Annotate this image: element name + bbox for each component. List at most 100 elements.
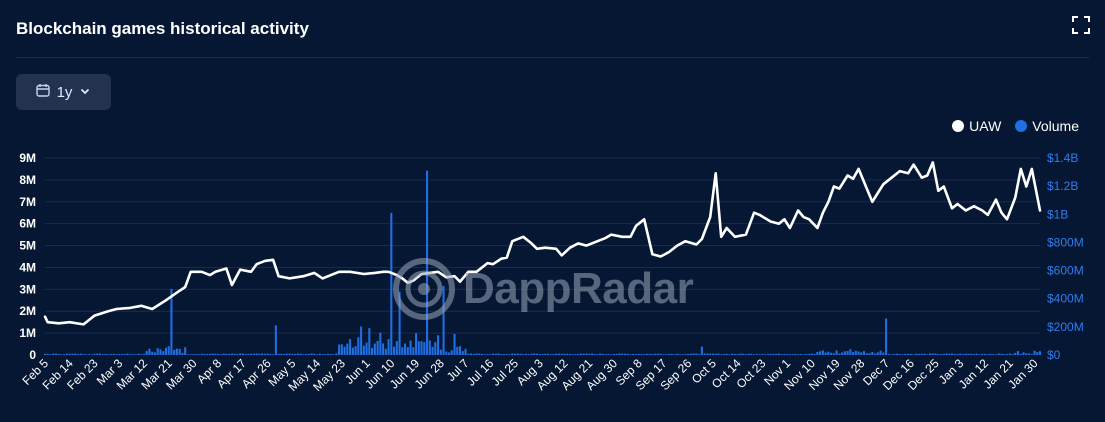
volume-bar	[695, 353, 698, 355]
volume-bar	[365, 342, 368, 355]
volume-bar	[959, 353, 962, 355]
volume-bar	[992, 354, 995, 355]
volume-bar	[689, 353, 692, 355]
volume-bar	[1038, 351, 1042, 355]
legend-item-uaw[interactable]: UAW	[952, 118, 1001, 134]
volume-bar	[964, 353, 967, 355]
volume-bar	[557, 353, 561, 355]
volume-bar	[764, 354, 767, 355]
volume-bar	[222, 353, 225, 355]
volume-bar	[203, 353, 206, 355]
volume-bar	[890, 354, 893, 355]
legend-item-volume[interactable]: Volume	[1015, 118, 1079, 134]
volume-bar	[423, 342, 426, 355]
volume-bar	[810, 353, 813, 355]
volume-bar	[582, 353, 585, 355]
volume-bar	[340, 344, 343, 355]
volume-bar	[643, 354, 646, 355]
volume-bar	[494, 353, 497, 355]
volume-bar	[217, 353, 220, 355]
volume-bar	[398, 291, 401, 355]
volume-bar	[852, 352, 855, 355]
volume-bar	[802, 354, 805, 355]
volume-bar	[43, 353, 47, 355]
volume-bar	[530, 353, 533, 355]
range-selector-button[interactable]: 1y	[16, 74, 111, 110]
volume-bar	[742, 353, 745, 355]
volume-bar	[994, 354, 998, 355]
volume-bar	[601, 354, 605, 355]
volume-bar	[923, 353, 926, 355]
volume-bar	[813, 353, 816, 355]
volume-bar	[406, 347, 409, 355]
volume-bar	[68, 353, 71, 355]
volume-bar	[156, 348, 159, 355]
volume-bar	[920, 353, 923, 355]
volume-bar	[90, 354, 93, 355]
volume-bar	[87, 354, 91, 355]
volume-bar	[527, 354, 530, 355]
volume-bar	[579, 353, 583, 355]
volume-bar	[821, 350, 824, 355]
volume-bar	[76, 354, 80, 355]
volume-bar	[244, 353, 247, 355]
volume-bar	[280, 353, 283, 355]
volume-bar	[882, 352, 885, 355]
volume-bar	[387, 339, 390, 355]
volume-bar	[247, 353, 250, 355]
volume-bar	[681, 354, 684, 355]
volume-bar	[373, 343, 376, 355]
volume-bar	[175, 348, 178, 355]
volume-bar	[978, 354, 981, 355]
volume-bar	[415, 333, 418, 355]
volume-bar	[1011, 354, 1014, 355]
volume-bar	[937, 354, 940, 355]
volume-bar	[626, 353, 629, 355]
volume-bar	[170, 288, 173, 355]
volume-bar	[568, 353, 572, 355]
volume-bar	[395, 341, 398, 355]
volume-bar	[250, 353, 253, 355]
volume-bar	[335, 353, 338, 355]
volume-bar	[593, 353, 596, 355]
volume-bar	[167, 346, 170, 355]
volume-bar	[208, 353, 211, 355]
volume-bar	[772, 353, 775, 355]
volume-bar	[288, 353, 291, 355]
volume-bar	[832, 353, 835, 355]
volume-bar	[777, 353, 780, 355]
volume-bar	[109, 354, 112, 355]
volume-bar	[327, 353, 330, 355]
volume-bar	[700, 346, 703, 355]
volume-bar	[618, 353, 621, 355]
volume-bar	[766, 354, 769, 355]
volume-bar	[830, 352, 833, 355]
volume-bar	[799, 354, 802, 355]
volume-bar	[189, 354, 192, 355]
volume-bar	[54, 353, 58, 355]
volume-bar	[159, 349, 162, 355]
volume-bar	[585, 353, 588, 355]
volume-bar	[382, 343, 385, 355]
volume-bar	[610, 354, 613, 355]
volume-bar	[239, 353, 242, 355]
volume-bar	[854, 350, 857, 355]
volume-bar	[673, 354, 676, 355]
volume-bar	[607, 354, 610, 355]
volume-bar	[750, 353, 753, 355]
volume-bar	[115, 354, 118, 355]
volume-bar	[827, 351, 830, 355]
volume-bar	[843, 351, 846, 355]
volume-bar	[475, 353, 478, 355]
volume-bar	[973, 354, 976, 355]
volume-bar	[621, 353, 624, 355]
volume-bar	[178, 348, 181, 355]
volume-bar	[197, 354, 200, 355]
volume-bar	[478, 353, 481, 355]
volume-bar	[480, 353, 484, 355]
volume-bar	[967, 353, 970, 355]
expand-icon[interactable]	[1072, 16, 1090, 34]
volume-bar	[263, 353, 266, 355]
volume-bar	[926, 354, 929, 355]
volume-bar	[140, 354, 143, 355]
